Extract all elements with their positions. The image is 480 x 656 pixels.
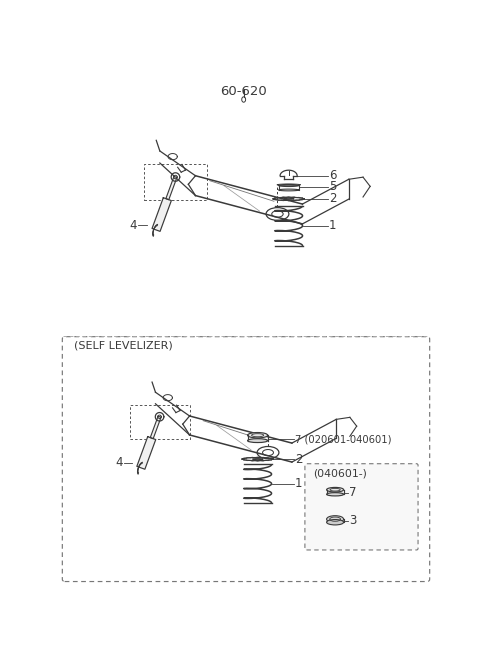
Text: 1: 1 <box>295 478 302 490</box>
Ellipse shape <box>326 516 344 523</box>
Polygon shape <box>166 176 177 199</box>
Text: 5: 5 <box>329 180 336 193</box>
Polygon shape <box>137 437 156 469</box>
Text: 6: 6 <box>329 169 336 182</box>
Text: 60-620: 60-620 <box>220 85 267 98</box>
Ellipse shape <box>326 493 344 496</box>
Ellipse shape <box>248 432 268 438</box>
Ellipse shape <box>326 487 344 492</box>
Ellipse shape <box>326 520 344 525</box>
Text: 2: 2 <box>295 453 302 466</box>
Text: 1: 1 <box>329 219 336 232</box>
Text: (SELF LEVELIZER): (SELF LEVELIZER) <box>74 340 173 350</box>
Text: 2: 2 <box>329 192 336 205</box>
Text: (040601-): (040601-) <box>312 468 367 478</box>
FancyBboxPatch shape <box>305 464 418 550</box>
Text: 7 (020601-040601): 7 (020601-040601) <box>295 434 391 444</box>
Polygon shape <box>150 417 161 439</box>
Polygon shape <box>152 197 171 232</box>
Text: 3: 3 <box>349 514 357 527</box>
Ellipse shape <box>248 439 268 443</box>
Text: 7: 7 <box>349 487 357 499</box>
Text: 4: 4 <box>130 218 137 232</box>
Text: 4: 4 <box>116 457 123 470</box>
